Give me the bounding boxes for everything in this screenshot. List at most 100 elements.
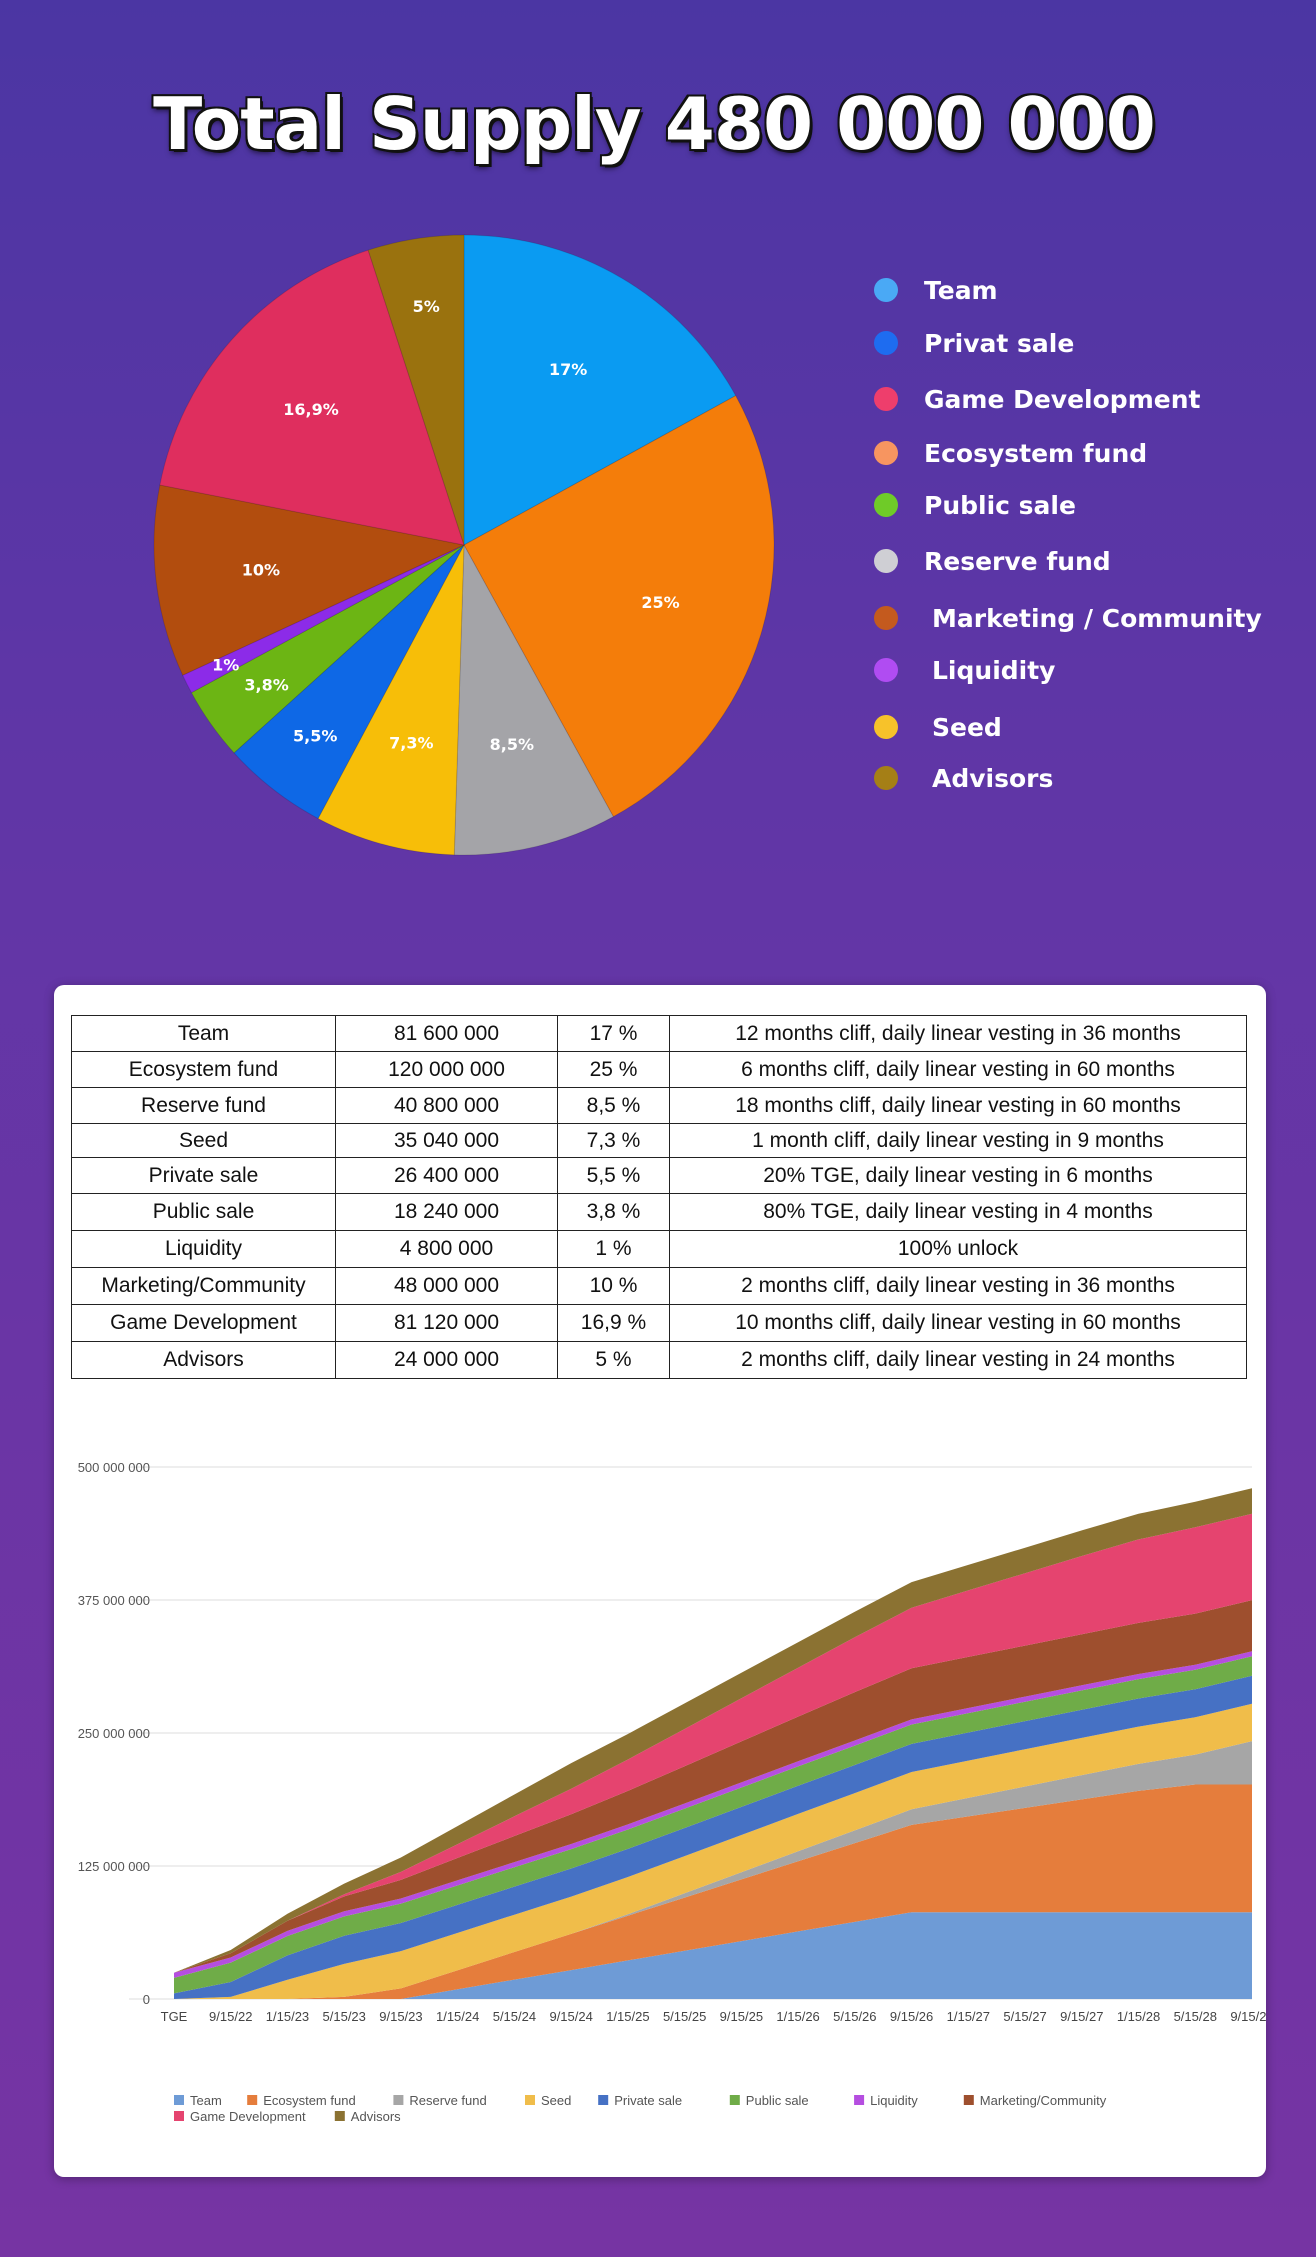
cell-name: Public sale (71, 1193, 336, 1231)
legend-swatch (854, 2095, 865, 2105)
x-tick-label: 9/15/26 (890, 2009, 933, 2024)
legend-item-marketing-community: Marketing / Community (874, 598, 1262, 638)
y-tick-label: 125 000 000 (78, 1859, 150, 1874)
area-series-public-sale (174, 1656, 1252, 1994)
legend-swatch (174, 2111, 184, 2121)
cell-percent: 7,3 % (557, 1123, 670, 1158)
x-tick-label: 5/15/27 (1003, 2009, 1046, 2024)
pie-label-team: 17% (549, 360, 587, 379)
cell-amount: 4 800 000 (335, 1230, 558, 1268)
cell-amount: 24 000 000 (335, 1341, 558, 1379)
legend-label: Game Development (924, 384, 1201, 414)
pie-slice-team (463, 234, 737, 546)
legend-dot (874, 331, 898, 355)
legend-item-liquidity: Liquidity (874, 650, 1055, 690)
pie-slice-marketing-community (153, 484, 466, 676)
x-tick-label: TGE (161, 2009, 188, 2024)
legend-label: Ecosystem fund (263, 2093, 356, 2108)
legend-label: Reserve fund (409, 2093, 486, 2108)
legend-item-public-sale: Public sale (874, 485, 1076, 525)
legend-item-advisors: Advisors (874, 758, 1053, 798)
x-tick-label: 1/15/25 (606, 2009, 649, 2024)
legend-item-reserve-fund: Reserve fund (874, 541, 1111, 581)
legend-swatch (598, 2095, 609, 2105)
legend-swatch (247, 2095, 258, 2105)
x-tick-label: 9/15/24 (549, 2009, 592, 2024)
details-card: Team 81 600 000 17 % 12 months cliff, daily… (54, 985, 1266, 2177)
legend-label: Team (190, 2093, 222, 2108)
x-tick-label: 5/15/23 (323, 2009, 366, 2024)
legend-dot (874, 549, 898, 573)
pie-label-reserve-fund: 8,5% (490, 735, 534, 754)
area-series-ecosystem-fund (174, 1784, 1252, 1999)
legend-swatch (393, 2095, 404, 2105)
pie-label-advisors: 5% (413, 297, 440, 316)
table-row: Seed 35 040 000 7,3 % 1 month cliff, daily … (71, 1123, 1247, 1158)
x-tick-label: 5/15/26 (833, 2009, 876, 2024)
x-tick-label: 9/15/28 (1230, 2009, 1266, 2024)
legend-label: Team (924, 275, 998, 305)
pie-chart: 17% 25% 8,5% 7,3% 5,5% 3,8% 1% 10% 16,9% 5% (153, 234, 775, 856)
cell-vesting: 100% unlock (669, 1230, 1247, 1268)
cell-percent: 5,5 % (557, 1157, 670, 1194)
area-series-reserve-fund (174, 1741, 1252, 1999)
table-row: Private sale 26 400 000 5,5 % 20% TGE, dail… (71, 1157, 1247, 1194)
cell-percent: 3,8 % (557, 1193, 670, 1231)
legend-swatch (525, 2095, 535, 2105)
x-tick-label: 1/15/24 (436, 2009, 479, 2024)
table-row: Reserve fund 40 800 000 8,5 % 18 months cli… (71, 1087, 1247, 1124)
cell-amount: 48 000 000 (335, 1267, 558, 1305)
area-series-game-development (174, 1513, 1252, 1973)
area-legend-item-seed: Seed (525, 2093, 571, 2108)
table-row: Marketing/Community 48 000 000 10 % 2 month… (71, 1267, 1247, 1305)
cell-vesting: 1 month cliff, daily linear vesting in 9… (669, 1123, 1247, 1158)
x-tick-label: 5/15/28 (1174, 2009, 1217, 2024)
x-tick-label: 1/15/28 (1117, 2009, 1160, 2024)
legend-label: Ecosystem fund (924, 438, 1148, 468)
x-tick-label: 9/15/22 (209, 2009, 252, 2024)
cell-name: Marketing/Community (71, 1267, 336, 1305)
legend-label: Public sale (924, 490, 1076, 520)
pie-label-public-sale: 3,8% (244, 676, 288, 695)
pie-slice-seed (317, 544, 465, 856)
cell-name: Game Development (71, 1304, 336, 1342)
cell-vesting: 2 months cliff, daily linear vesting in … (669, 1341, 1247, 1379)
legend-swatch (729, 2095, 740, 2105)
x-tick-label: 1/15/26 (776, 2009, 819, 2024)
cell-vesting: 12 months cliff, daily linear vesting in… (669, 1015, 1247, 1052)
x-tick-label: 5/15/25 (663, 2009, 706, 2024)
pie-slice-reserve-fund (453, 543, 615, 856)
legend-label: Advisors (351, 2109, 401, 2124)
x-tick-label: 9/15/27 (1060, 2009, 1103, 2024)
legend-label: Private sale (614, 2093, 682, 2108)
legend-dot (874, 493, 898, 517)
cell-name: Reserve fund (71, 1087, 336, 1124)
legend-dot (874, 278, 898, 302)
page-title: Total Supply 480 000 000 (153, 82, 1156, 166)
cell-percent: 25 % (557, 1051, 670, 1088)
area-series-marketing-community (174, 1600, 1252, 1973)
x-tick-label: 1/15/27 (947, 2009, 990, 2024)
y-tick-label: 250 000 000 (78, 1726, 150, 1741)
pie-label-privat-sale: 5,5% (293, 727, 337, 746)
cell-vesting: 80% TGE, daily linear vesting in 4 month… (669, 1193, 1247, 1231)
area-legend-item-reserve-fund: Reserve fund (393, 2093, 487, 2108)
legend-label: Seed (541, 2093, 571, 2108)
legend-label: Privat sale (924, 328, 1075, 358)
pie-slice-privat-sale (233, 544, 465, 820)
x-tick-label: 9/15/25 (720, 2009, 763, 2024)
cell-name: Liquidity (71, 1230, 336, 1268)
legend-dot (874, 658, 898, 682)
area-legend-item-liquidity: Liquidity (854, 2093, 918, 2108)
legend-item-seed: Seed (874, 707, 1002, 747)
table-row: Advisors 24 000 000 5 % 2 months cliff, dai… (71, 1341, 1247, 1379)
cell-name: Team (71, 1015, 336, 1052)
pie-slice-game-development (159, 249, 465, 546)
pie-label-ecosystem-fund: 25% (641, 593, 679, 612)
pie-label-game-development: 16,9% (283, 400, 339, 419)
legend-label: Game Development (190, 2109, 306, 2124)
cell-vesting: 18 months cliff, daily linear vesting in… (669, 1087, 1247, 1124)
cell-vesting: 2 months cliff, daily linear vesting in … (669, 1267, 1247, 1305)
pie-label-marketing-community: 10% (242, 560, 280, 579)
cell-vesting: 6 months cliff, daily linear vesting in … (669, 1051, 1247, 1088)
